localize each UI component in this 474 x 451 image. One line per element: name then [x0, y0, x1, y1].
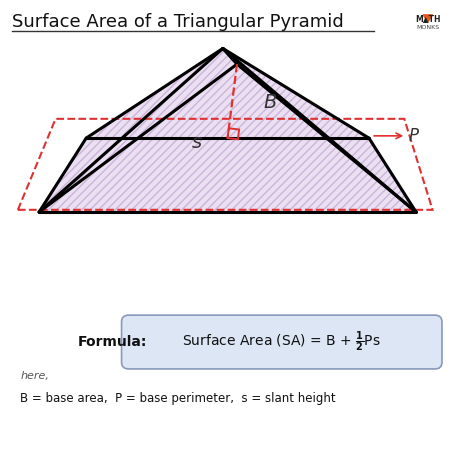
Text: Surface Area (SA) = B + $\mathbf{\frac{1}{2}}$Ps: Surface Area (SA) = B + $\mathbf{\frac{1…	[182, 330, 381, 354]
Text: Surface Area of a Triangular Pyramid: Surface Area of a Triangular Pyramid	[12, 13, 344, 31]
Text: P: P	[408, 127, 418, 145]
Text: B = base area,  P = base perimeter,  s = slant height: B = base area, P = base perimeter, s = s…	[20, 391, 336, 405]
Text: here,: here,	[20, 371, 49, 381]
Text: Formula:: Formula:	[77, 335, 147, 349]
Text: MONKS: MONKS	[416, 25, 439, 30]
Text: s: s	[192, 133, 202, 152]
Text: B: B	[263, 93, 277, 112]
Polygon shape	[423, 15, 433, 22]
FancyBboxPatch shape	[121, 315, 442, 369]
Polygon shape	[39, 48, 416, 212]
Text: M▲TH: M▲TH	[415, 14, 441, 23]
